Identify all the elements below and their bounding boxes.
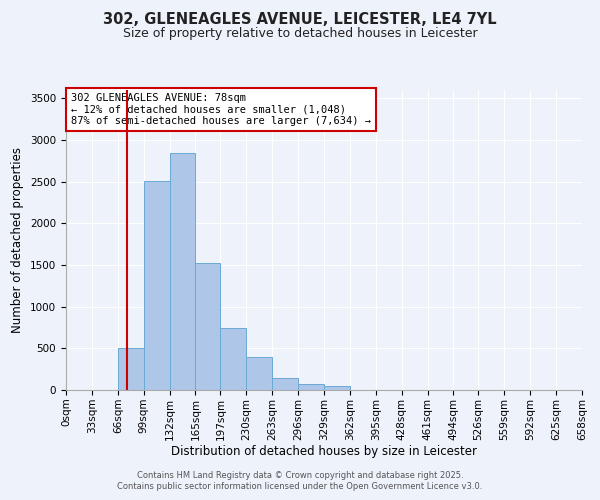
Bar xyxy=(170,154,196,390)
Bar xyxy=(196,262,220,390)
Y-axis label: Number of detached properties: Number of detached properties xyxy=(11,147,25,333)
Bar xyxy=(298,384,324,390)
Bar xyxy=(324,386,350,390)
Bar xyxy=(143,181,170,390)
Bar xyxy=(220,328,247,390)
Text: Size of property relative to detached houses in Leicester: Size of property relative to detached ho… xyxy=(122,28,478,40)
Text: 302 GLENEAGLES AVENUE: 78sqm
← 12% of detached houses are smaller (1,048)
87% of: 302 GLENEAGLES AVENUE: 78sqm ← 12% of de… xyxy=(71,93,371,126)
Bar xyxy=(247,356,272,390)
Text: Contains HM Land Registry data © Crown copyright and database right 2025.: Contains HM Land Registry data © Crown c… xyxy=(137,471,463,480)
Text: 302, GLENEAGLES AVENUE, LEICESTER, LE4 7YL: 302, GLENEAGLES AVENUE, LEICESTER, LE4 7… xyxy=(103,12,497,28)
Text: Contains public sector information licensed under the Open Government Licence v3: Contains public sector information licen… xyxy=(118,482,482,491)
X-axis label: Distribution of detached houses by size in Leicester: Distribution of detached houses by size … xyxy=(171,446,477,458)
Bar xyxy=(118,348,143,390)
Bar xyxy=(272,378,298,390)
